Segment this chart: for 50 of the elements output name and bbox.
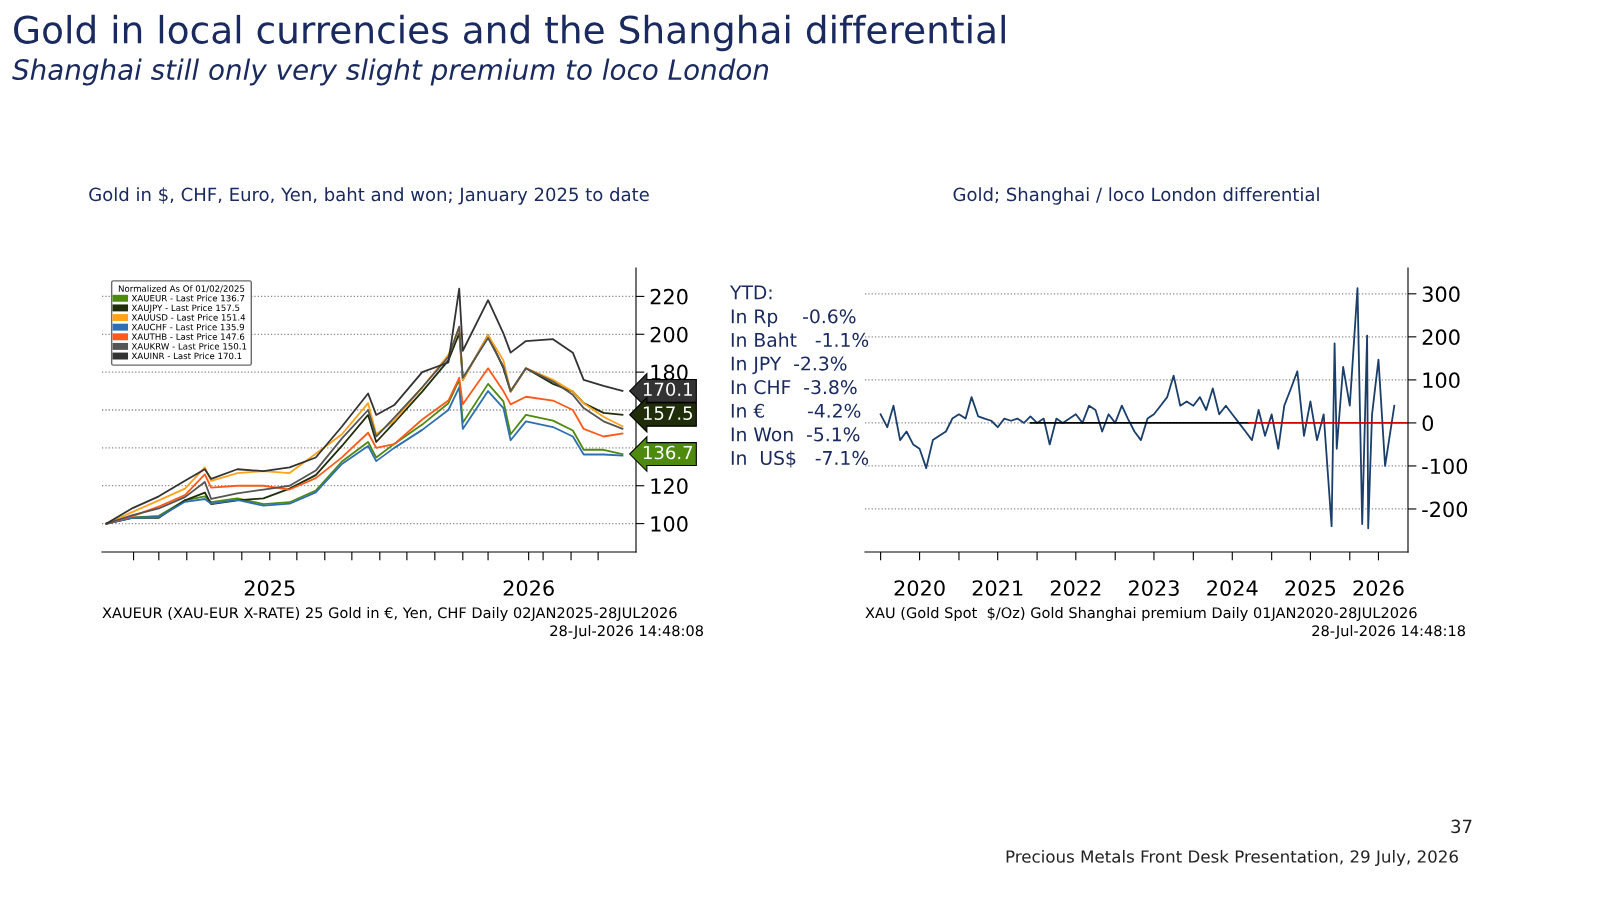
x-tick-label: 2026 <box>1353 580 1404 596</box>
x-tick-label: 2025 <box>1285 580 1336 596</box>
x-tick-label: 2021 <box>972 580 1023 596</box>
annotation: In Baht -1.1% <box>731 332 869 348</box>
chart-title: Gold; Shanghai / loco London differential <box>953 187 1319 205</box>
text: Precious Metals Front Desk Presentation, 29 July, 2026 <box>1006 849 1458 867</box>
text: XAU (Gold Spot $/Oz) Gold Shanghai premium Daily 01JAN2020-28JUL2026 <box>865 606 1417 622</box>
legend-label: XAUCHF - Last Price 135.9 <box>131 323 245 331</box>
line-series <box>879 287 1396 530</box>
text: 37 <box>1451 819 1472 834</box>
text: Gold in local currencies and the Shanghai differential <box>14 14 1005 52</box>
y-tick-label: 100 <box>1423 372 1460 389</box>
y-tick-label: -200 <box>1422 501 1468 518</box>
legend-label: XAUUSD - Last Price 151.4 <box>131 314 246 321</box>
x-tick-label: 2026 <box>503 580 554 596</box>
line-series <box>105 287 624 525</box>
legend-label: XAUINR - Last Price 170.1 <box>131 352 242 360</box>
text: In CHF -3.8% <box>731 380 857 395</box>
x-tick-label: 2022 <box>1050 580 1101 596</box>
legend-label: XAUEUR - Last Price 136.7 <box>131 294 245 302</box>
legend-label: XAUJPY - Last Price 157.5 <box>131 304 240 313</box>
text: In JPY -2.3% <box>731 356 847 375</box>
x-tick-label: 2024 <box>1207 580 1258 596</box>
text: XAUEUR (XAU-EUR X-RATE) 25 Gold in €, Yen, CHF Daily 02JAN2025-28JUL2026 <box>102 606 677 622</box>
y-tick-label: 220 <box>650 288 688 305</box>
text: In € -4.2% <box>731 403 861 418</box>
y-tick-label: 200 <box>650 326 688 343</box>
y-tick-label: 120 <box>651 478 688 494</box>
legend-label: XAUKRW - Last Price 150.1 <box>131 342 247 350</box>
annotation: 170.1 <box>643 382 692 397</box>
y-tick-label: 300 <box>1422 286 1460 303</box>
text: 28-Jul-2026 14:48:18 <box>1312 624 1465 639</box>
x-tick-label: 2025 <box>244 580 295 596</box>
legend-label: XAUTHB - Last Price 147.6 <box>131 333 245 340</box>
annotation: 157.5 <box>643 406 693 420</box>
chart-title: Gold in $, CHF, Euro, Yen, baht and won; January 2025 to date <box>89 187 649 205</box>
text: In Rp -0.6% <box>731 309 856 328</box>
y-tick-label: 0 <box>1422 415 1434 432</box>
annotation: 136.7 <box>643 445 693 460</box>
legend-title: Normalized As Of 01/02/2025 <box>118 285 245 293</box>
text: Shanghai still only very slight premium to loco London <box>12 58 769 86</box>
y-tick-label: -100 <box>1422 458 1468 475</box>
text: In Won -5.1% <box>731 427 860 442</box>
y-tick-label: 100 <box>651 516 688 532</box>
x-tick-label: 2023 <box>1128 580 1179 596</box>
x-tick-label: 2020 <box>894 580 945 596</box>
text: YTD: <box>729 285 772 300</box>
annotation: In US$ -7.1% <box>731 450 869 468</box>
y-tick-label: 200 <box>1422 329 1460 346</box>
text: 28-Jul-2026 14:48:08 <box>550 624 703 639</box>
